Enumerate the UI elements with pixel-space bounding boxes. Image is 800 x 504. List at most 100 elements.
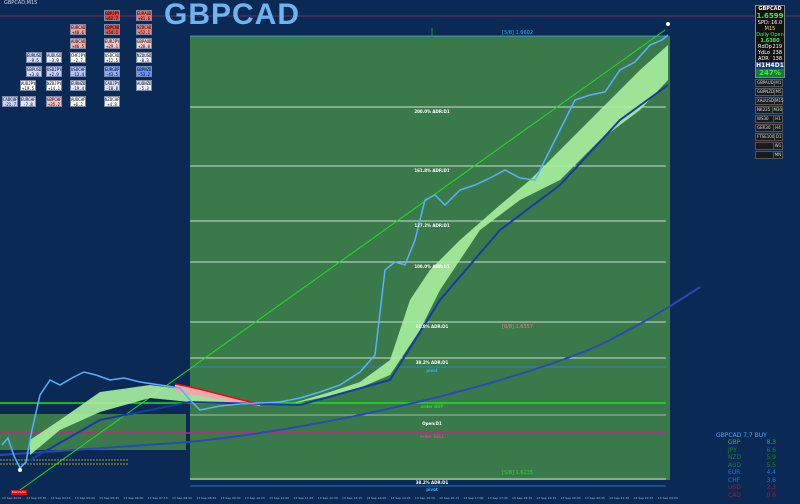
panel-spread: SPD: 16.0 [757, 20, 783, 26]
time-label: 13 Sep 20:45 [584, 496, 605, 500]
order-buy-label: order BUY [420, 404, 444, 409]
pair-box[interactable]: USDJPY +2.9 [46, 66, 62, 77]
symbol-row[interactable]: GBPAUD M1 [755, 79, 783, 87]
pair-box[interactable]: NZDJPY +14.1 [46, 80, 62, 91]
panel-timeframe: M15 [764, 26, 776, 32]
symbol-row[interactable]: FTSE100 D1 [755, 133, 783, 141]
time-label: 13 Sep 03:30 [26, 496, 47, 500]
pivot-label: pivot [426, 368, 438, 373]
red-ribbon [175, 384, 260, 406]
symbol-list: GBPAUD M1 GBPNZD M5 XAUUSD M15 NK225 M30 WS3… [755, 78, 784, 159]
fibo-bottom-label: [5/8] 1.6235 [502, 470, 534, 476]
symbol-row[interactable]: GER30 H4 [755, 124, 783, 132]
fibo-top-label: [5/8] 1.6602 [502, 30, 534, 36]
panel-tf-buttons[interactable]: H1 H4 D1 [756, 62, 784, 69]
stand-alone-badge: Stand-Alo [11, 490, 27, 495]
strength-row: CHF 3.6 [728, 476, 776, 484]
pair-box[interactable]: NZDUSD -8.3 [136, 52, 152, 63]
red-ma [174, 383, 261, 405]
strength-row: USD 2.3 [728, 484, 776, 491]
time-label: 13 Sep 05:00 [74, 496, 95, 500]
current-price-dot [666, 22, 670, 26]
tf-d1-button[interactable]: D1 [774, 62, 784, 69]
pair-box[interactable]: GBPJPY +62.7 [104, 10, 120, 21]
panel-percent: 247% [756, 69, 784, 77]
time-label: 13 Sep 04:15 [50, 496, 71, 500]
time-label: 13 Sep 09:30 [220, 496, 241, 500]
price-line [1, 34, 669, 470]
pair-box[interactable]: CADJPY -10.8 [104, 80, 120, 91]
pair-box[interactable]: AUDCAD +46.5 [70, 38, 86, 49]
pair-box[interactable]: EURGBP -43.5 [104, 66, 120, 77]
symbol-row[interactable]: NK225 M30 [755, 106, 783, 114]
pair-box[interactable]: AUDUSD -3.9 [46, 52, 62, 63]
pair-box[interactable]: AUDJPY +19.5 [20, 80, 36, 91]
time-label: 13 Sep 2019 [2, 496, 22, 500]
time-label: 13 Sep 18:30 [512, 496, 533, 500]
pair-box[interactable]: EURCHF -7.8 [20, 96, 36, 107]
pair-box[interactable]: GBPNZD -53.2 [136, 66, 152, 77]
strength-row: GBP 8.3 [728, 439, 776, 446]
long-ma [0, 286, 701, 456]
panel-range-row: RdOp 219 [758, 44, 782, 50]
pair-box[interactable]: USDCAD +12.5 [104, 52, 120, 63]
symbol-row[interactable]: W1 [755, 142, 783, 150]
time-label: 13 Sep 21:30 [609, 496, 630, 500]
time-label: 13 Sep 15:30 [414, 496, 435, 500]
pair-box[interactable]: CHFJPY -2.7 [70, 52, 86, 63]
panel-daily-open: 1.6380 [760, 38, 780, 44]
pair-box[interactable]: EURCAD +48.6 [70, 24, 86, 35]
pair-box[interactable]: NZDCAD +52.1 [136, 24, 152, 35]
mid-ma [29, 84, 669, 461]
time-label: 13 Sep 23:00 [657, 496, 678, 500]
pair-box[interactable]: GBPCHF +35.2 [46, 96, 62, 107]
low-dot [18, 468, 22, 472]
level-label-127: 127.2% ADR:D1 [414, 223, 450, 228]
panel-symbol: GBPCAD [758, 6, 782, 12]
pair-box[interactable]: EURAUD +81.6 [136, 10, 152, 21]
symbol-row[interactable]: WS30 H1 [755, 115, 783, 123]
time-label: 13 Sep 11:00 [269, 496, 290, 500]
symbol-row[interactable]: MN [755, 151, 783, 159]
chart-symbol-title: GBPCAD [164, 0, 301, 31]
pivot-low-label: pivot [426, 487, 438, 492]
pair-box[interactable]: GBPCAD +54.1 [104, 24, 120, 35]
pair-box[interactable]: USDCHF -13.4 [70, 66, 86, 77]
fibo-mid-label: [8/8] 1.6557 [502, 324, 534, 330]
pair-box[interactable]: EURJPY +29.1 [104, 38, 120, 49]
level-label-61: 61.8% ADR:D1 [415, 324, 449, 329]
level-label-low: 38.2% ADR:D1 [415, 480, 449, 485]
time-label: 13 Sep 17:45 [487, 496, 508, 500]
time-label: 13 Sep 11:45 [293, 496, 314, 500]
time-label: 13 Sep 08:00 [172, 496, 193, 500]
time-label: 13 Sep 22:15 [633, 496, 654, 500]
ema-ribbon [30, 45, 668, 455]
pair-box[interactable]: GBPAUD +28.0 [136, 38, 152, 49]
symbol-row[interactable]: XAUUSD M15 [755, 97, 784, 105]
pair-box[interactable]: CADCHF -21.7 [2, 96, 18, 107]
pair-box[interactable]: EURUSD -9.5 [26, 52, 42, 63]
currency-strength-panel: GBPCAD 7.7 BUY GBP 8.3 JPY 6.6 NZD 5.9 AUD 5.5 E… [716, 432, 776, 499]
strength-title: GBPCAD 7.7 BUY [716, 432, 767, 439]
pair-box[interactable]: EURNZD -19.4 [70, 80, 86, 91]
open-label: Open:D1 [422, 421, 442, 426]
pair-box[interactable]: AUDNZD -5.3 [136, 80, 152, 91]
pair-box[interactable]: AUDCHF +6.2 [70, 96, 86, 107]
strength-row: JPY 6.6 [728, 446, 776, 454]
pair-box[interactable]: NZDCHF +4.8 [104, 96, 120, 107]
time-axis: 13 Sep 2019 13 Sep 03:30 13 Sep 04:15 13 Se… [0, 496, 690, 504]
tf-h4-button[interactable]: H4 [765, 62, 775, 69]
time-label: 13 Sep 06:30 [123, 496, 144, 500]
strength-row: NZD 5.9 [728, 454, 776, 461]
time-label: 13 Sep 14:00 [366, 496, 387, 500]
time-label: 13 Sep 19:15 [536, 496, 557, 500]
symbol-row[interactable]: GBPNZD M5 [755, 88, 783, 96]
info-panel: GBPCAD 1.6599 SPD: 16.0 M15 Daily Open 1… [755, 5, 785, 78]
trend-line [19, 29, 666, 491]
time-label: 13 Sep 14:45 [390, 496, 411, 500]
strength-row: EUR 4.4 [728, 469, 776, 476]
tf-h1-button[interactable]: H1 [756, 62, 766, 69]
pair-box[interactable]: GBPUSD +3.0 [26, 66, 42, 77]
panel-adr-row: ADR 138 [758, 56, 782, 62]
